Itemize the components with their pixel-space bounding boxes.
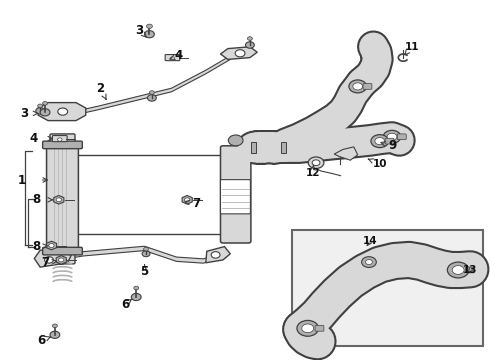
Circle shape: [52, 324, 57, 328]
FancyBboxPatch shape: [363, 84, 372, 89]
Circle shape: [45, 257, 53, 263]
FancyBboxPatch shape: [466, 267, 474, 273]
Bar: [292, 230, 483, 346]
Text: 6: 6: [121, 298, 129, 311]
FancyBboxPatch shape: [397, 134, 406, 140]
Circle shape: [235, 50, 245, 57]
Circle shape: [59, 258, 64, 262]
Text: 5: 5: [141, 265, 148, 278]
Polygon shape: [220, 47, 257, 59]
Text: 13: 13: [463, 265, 478, 275]
Circle shape: [297, 320, 318, 336]
Circle shape: [353, 83, 363, 90]
Circle shape: [131, 293, 141, 301]
Circle shape: [247, 37, 252, 40]
Polygon shape: [54, 195, 64, 204]
Text: 11: 11: [404, 42, 419, 52]
Polygon shape: [56, 256, 66, 264]
Circle shape: [452, 266, 464, 274]
Circle shape: [375, 138, 385, 145]
Circle shape: [245, 42, 254, 48]
Circle shape: [366, 260, 372, 265]
Text: 1: 1: [18, 174, 26, 186]
FancyBboxPatch shape: [385, 138, 394, 144]
Circle shape: [40, 109, 50, 116]
Circle shape: [170, 57, 175, 60]
Polygon shape: [47, 241, 56, 250]
Polygon shape: [61, 246, 216, 263]
Circle shape: [349, 80, 367, 93]
Polygon shape: [34, 248, 71, 267]
FancyBboxPatch shape: [50, 249, 75, 264]
Circle shape: [383, 130, 401, 143]
Bar: [251, 142, 256, 153]
FancyBboxPatch shape: [165, 54, 180, 60]
Circle shape: [149, 91, 154, 94]
Bar: [76, 155, 223, 234]
Bar: [281, 142, 286, 153]
Text: 4: 4: [29, 132, 37, 145]
Text: 4: 4: [175, 49, 183, 62]
Circle shape: [312, 160, 320, 166]
Circle shape: [142, 251, 150, 257]
Polygon shape: [57, 257, 66, 265]
Circle shape: [36, 108, 45, 114]
Circle shape: [387, 133, 397, 140]
Text: 3: 3: [21, 107, 28, 120]
Polygon shape: [38, 103, 86, 121]
Text: 10: 10: [372, 159, 387, 169]
Circle shape: [147, 24, 152, 28]
Circle shape: [50, 331, 60, 338]
Text: 8: 8: [33, 193, 41, 206]
Circle shape: [49, 244, 54, 247]
Circle shape: [211, 252, 220, 258]
Circle shape: [144, 247, 148, 251]
FancyBboxPatch shape: [47, 142, 78, 254]
Circle shape: [58, 108, 68, 115]
FancyBboxPatch shape: [315, 325, 324, 331]
FancyBboxPatch shape: [220, 146, 251, 243]
Text: 7: 7: [192, 197, 200, 210]
Circle shape: [57, 138, 62, 141]
Text: 12: 12: [305, 168, 320, 178]
Text: 6: 6: [38, 334, 46, 347]
Text: 9: 9: [388, 139, 396, 152]
Text: 14: 14: [363, 236, 377, 246]
Circle shape: [145, 31, 154, 38]
FancyBboxPatch shape: [43, 247, 82, 255]
Text: 8: 8: [33, 240, 41, 253]
FancyBboxPatch shape: [43, 141, 82, 149]
Circle shape: [308, 157, 324, 168]
Circle shape: [447, 262, 469, 278]
Circle shape: [56, 198, 61, 202]
Text: 3: 3: [136, 24, 144, 37]
Text: 7: 7: [41, 256, 49, 269]
Circle shape: [228, 135, 243, 146]
FancyBboxPatch shape: [220, 180, 250, 214]
Circle shape: [185, 198, 190, 202]
FancyBboxPatch shape: [52, 135, 67, 141]
Circle shape: [43, 102, 48, 105]
Polygon shape: [334, 147, 358, 160]
FancyBboxPatch shape: [50, 134, 75, 147]
Polygon shape: [206, 247, 230, 263]
Text: 2: 2: [97, 82, 104, 95]
Circle shape: [302, 324, 314, 333]
Polygon shape: [74, 56, 230, 115]
Circle shape: [362, 257, 376, 267]
Circle shape: [38, 104, 43, 108]
Polygon shape: [182, 195, 192, 204]
Circle shape: [134, 286, 139, 290]
Circle shape: [147, 95, 156, 101]
Circle shape: [371, 135, 389, 148]
